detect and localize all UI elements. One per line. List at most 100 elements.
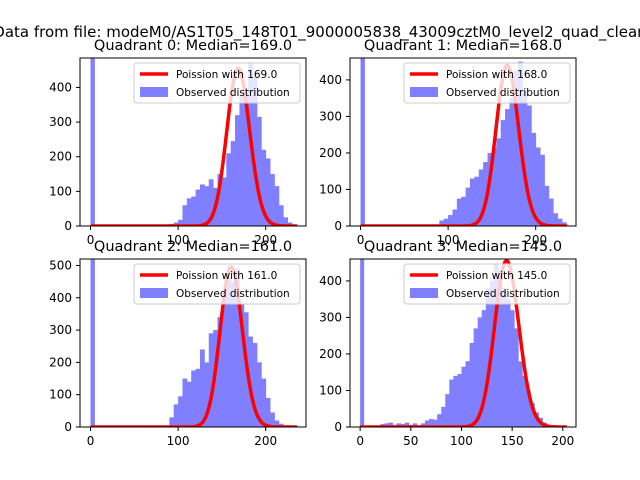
histogram-bar [433,419,438,427]
y-tick-label: 300 [319,310,342,324]
histogram-bar [388,422,393,427]
histogram-bar [526,390,531,427]
y-tick-label: 0 [64,420,72,434]
histogram-bar [443,218,449,226]
y-tick-label: 0 [64,219,72,233]
y-tick-label: 0 [334,219,342,233]
legend-observed-label: Observed distribution [446,288,560,300]
histogram-bar [477,317,483,427]
histogram-bar [396,423,402,427]
histogram-bar [256,116,262,226]
histogram-bar [186,198,192,226]
legend-poisson-label: Poission with 161.0 [176,270,277,282]
y-tick-label: 100 [49,388,72,402]
histogram-bar [526,105,532,226]
histogram-bar [261,149,267,226]
histogram-bar [252,343,258,427]
legend-box [403,263,571,305]
quadrant-0-title: Quadrant 0: Median=169.0 [94,38,292,54]
histogram-bar [221,177,227,226]
histogram-bar [487,152,493,226]
y-tick-label: 400 [319,73,342,87]
y-tick-label: 400 [319,274,342,288]
histogram-bar [478,169,484,226]
histogram-bar [453,375,458,427]
y-tick-label: 200 [319,347,342,361]
histogram-bar [518,361,523,427]
histogram-bar [473,328,479,427]
histogram-bar [437,414,442,427]
quadrant-0-axes-frame [79,57,307,227]
histogram-bar [544,185,550,226]
histogram-bar [191,196,197,226]
x-tick-label: 200 [551,434,574,448]
histogram-bar [178,219,183,226]
histogram-bar [497,269,503,427]
quadrant-1-chart: 0 100 200 0 100 200 300 400 Quadrant 1: Median=1… [319,38,577,247]
quadrant-0-chart: 0 100 200 0 100 200 300 400 Quadrant 0: Median=1… [49,38,307,247]
histogram-bar [221,297,227,427]
histogram-bar [235,115,240,226]
histogram-bar [90,58,95,226]
legend-observed-label: Observed distribution [446,87,560,99]
quadrant-2-title: Quadrant 2: Median=161.0 [94,239,292,255]
histogram-bar [360,58,365,226]
histogram-bar [274,186,280,226]
legend-poisson-label: Poission with 145.0 [446,270,547,282]
x-tick-label: 200 [254,434,277,448]
x-tick-label: 50 [403,434,418,448]
y-tick-label: 500 [49,258,72,272]
x-tick-label: 200 [524,233,547,247]
histogram-bar [230,281,236,427]
x-tick-label: 200 [254,233,277,247]
x-tick-label: 100 [450,434,473,448]
quadrant-2-plot-area [89,259,299,427]
histogram-bar [412,423,418,427]
histogram-bar [90,259,95,427]
histogram-bar [265,158,271,226]
quadrant-0-legend: Poission with 169.0 Observed distribution [133,62,301,104]
x-tick-label: 0 [87,434,95,448]
histogram-bar [514,328,519,427]
quadrant-1-title: Quadrant 1: Median=168.0 [364,38,562,54]
histogram-bar [531,132,537,226]
histogram-bar [496,138,502,226]
histogram-bar [384,423,389,427]
histogram-bar [252,77,258,226]
histogram-bar [217,174,223,226]
histogram-bar [230,141,236,226]
histogram-bar [522,375,527,427]
histogram-bar [452,209,458,226]
histogram-bar [208,333,214,427]
histogram-bar [557,218,563,226]
histogram-bar [456,198,462,226]
x-tick-label: 100 [437,233,460,247]
y-tick-label: 400 [49,291,72,305]
histogram-bar [178,396,183,427]
quadrant-3-chart: 0 50 100 150 200 0 100 200 300 400 Quadrant 3: Med… [319,239,577,448]
histogram-bar [270,174,275,226]
x-tick-label: 150 [501,434,524,448]
histogram-bar [548,198,554,226]
histogram-bar [465,361,470,427]
histogram-bar [200,184,205,226]
histogram-bar [461,366,466,427]
histogram-bar [535,147,541,226]
histogram-bar [448,215,453,226]
histogram-bar [204,362,210,427]
histogram-bar [239,304,245,427]
y-tick-label: 200 [319,146,342,160]
y-tick-label: 100 [319,182,342,196]
histogram-bar [485,288,491,427]
histogram-bar [182,378,188,427]
histogram-bar [424,420,430,427]
legend-box [133,263,301,305]
histogram-bar [283,217,289,226]
histogram-bar [445,394,450,427]
quadrant-3-title: Quadrant 3: Median=145.0 [364,239,562,255]
histogram-bar [540,154,545,226]
histogram-bar [265,397,271,427]
quadrant-1-axes-frame [349,57,577,227]
y-tick-label: 100 [319,383,342,397]
histogram-bar [502,288,507,427]
